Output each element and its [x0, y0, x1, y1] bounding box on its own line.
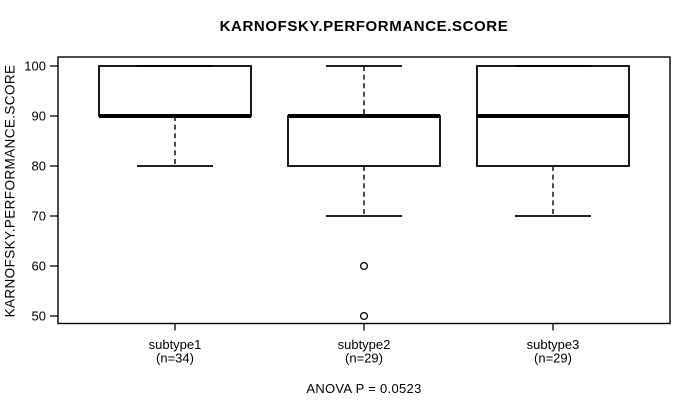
- x-tick-sublabel-subtype2: (n=29): [345, 351, 383, 366]
- x-tick-sublabel-subtype1: (n=34): [156, 351, 194, 366]
- box-subtype2: [287, 115, 441, 167]
- x-tick-label-subtype3: subtype3: [527, 337, 580, 352]
- x-tick-sublabel-subtype3: (n=29): [534, 351, 572, 366]
- box-subtype1: [98, 65, 252, 117]
- anova-footnote: ANOVA P = 0.0523: [306, 381, 422, 396]
- x-tick-label-subtype1: subtype1: [149, 337, 202, 352]
- chart-title: KARNOFSKY.PERFORMANCE.SCORE: [219, 18, 509, 35]
- y-tick-label-70: 70: [32, 209, 46, 224]
- y-tick-label-50: 50: [32, 309, 46, 324]
- outlier-subtype2-60: [359, 261, 369, 271]
- y-tick-label-100: 100: [24, 59, 46, 74]
- y-tick-label-80: 80: [32, 159, 46, 174]
- y-tick-label-90: 90: [32, 109, 46, 124]
- x-tick-label-subtype2: subtype2: [338, 337, 391, 352]
- outlier-subtype2-50: [359, 311, 369, 321]
- y-tick-label-60: 60: [32, 259, 46, 274]
